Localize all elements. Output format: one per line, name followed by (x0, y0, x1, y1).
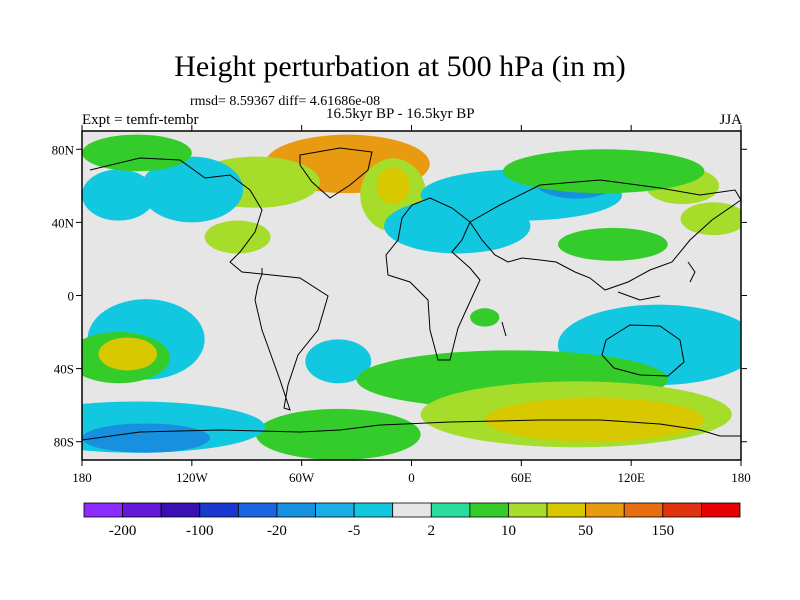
colorbar-label: 50 (578, 523, 593, 539)
colorbar-swatch (392, 502, 432, 518)
colorbar-label: -200 (109, 523, 137, 539)
colorbar-swatch (585, 502, 625, 518)
anomaly-region (470, 308, 500, 327)
period-label: 16.5kyr BP - 16.5kyr BP (326, 106, 475, 122)
anomaly-field (82, 134, 741, 460)
colorbar-label: -20 (267, 523, 287, 539)
coastline-south-america (254, 273, 329, 411)
y-tick-label: 80S (54, 435, 74, 450)
chart-title: Height perturbation at 500 hPa (in m) (174, 50, 626, 83)
coastline-islands (501, 261, 696, 337)
colorbar-swatch (83, 502, 123, 518)
anomaly-region (82, 423, 211, 453)
y-tick-label: 40S (54, 362, 74, 377)
x-tick-label: 120E (617, 470, 645, 485)
y-tick-label: 80N (52, 142, 75, 157)
x-tick-label: 180 (72, 470, 92, 485)
colorbar-swatch (160, 502, 201, 518)
x-tick-label: 0 (408, 470, 415, 485)
colorbar-swatch (122, 502, 162, 518)
colorbar: -200 -100 -20 -5 2 10 50 150 (83, 502, 741, 539)
colorbar-swatch (353, 502, 394, 518)
colorbar-swatch (623, 502, 664, 518)
coastline-asia (469, 179, 741, 291)
x-tick-label: 60E (511, 470, 532, 485)
anomaly-region (255, 408, 421, 460)
colorbar-label: -100 (186, 523, 214, 539)
coastline-north-america (89, 157, 263, 275)
colorbar-label: 2 (428, 523, 436, 539)
anomaly-region (557, 227, 668, 261)
x-tick-label: 120W (176, 470, 209, 485)
y-tick-label: 40N (52, 215, 75, 230)
colorbar-label: -5 (348, 523, 361, 539)
colorbar-swatch (315, 502, 355, 518)
colorbar-swatch (508, 502, 548, 518)
colorbar-label: 150 (652, 523, 675, 539)
x-tick-label: 180 (731, 470, 751, 485)
anomaly-region (376, 167, 410, 205)
colorbar-swatch (546, 502, 587, 518)
anomaly-region (82, 134, 192, 172)
colorbar-swatch (662, 502, 702, 518)
anomaly-region (82, 169, 156, 221)
x-tick-label: 60W (289, 470, 315, 485)
coastline-australia (601, 324, 685, 377)
colorbar-swatch (199, 502, 239, 518)
colorbar-swatch (701, 502, 741, 518)
y-tick-label: 0 (68, 289, 75, 304)
coastlines (82, 147, 741, 441)
anomaly-region (204, 220, 271, 254)
anomaly-region (98, 337, 158, 371)
experiment-label: Expt = temfr-tembr (82, 112, 199, 128)
coastline-greenland (299, 147, 373, 199)
anomaly-region (503, 149, 705, 194)
anomaly-region (305, 339, 372, 384)
colorbar-swatch (276, 502, 316, 518)
anomaly-region (140, 156, 244, 223)
map-axes: 180 120W 60W 0 60E 120E 180 80N 40N 0 40S 80S (52, 125, 751, 485)
coastline-antarctica (82, 419, 741, 441)
colorbar-swatch (430, 502, 471, 518)
season-label: JJA (719, 112, 742, 128)
colorbar-swatch (469, 502, 509, 518)
rmsd-diff-stats: rmsd= 8.59367 diff= 4.61686e-08 (190, 94, 381, 109)
colorbar-label: 10 (501, 523, 516, 539)
colorbar-swatch (237, 502, 278, 518)
coastline-europe-africa (385, 197, 481, 361)
